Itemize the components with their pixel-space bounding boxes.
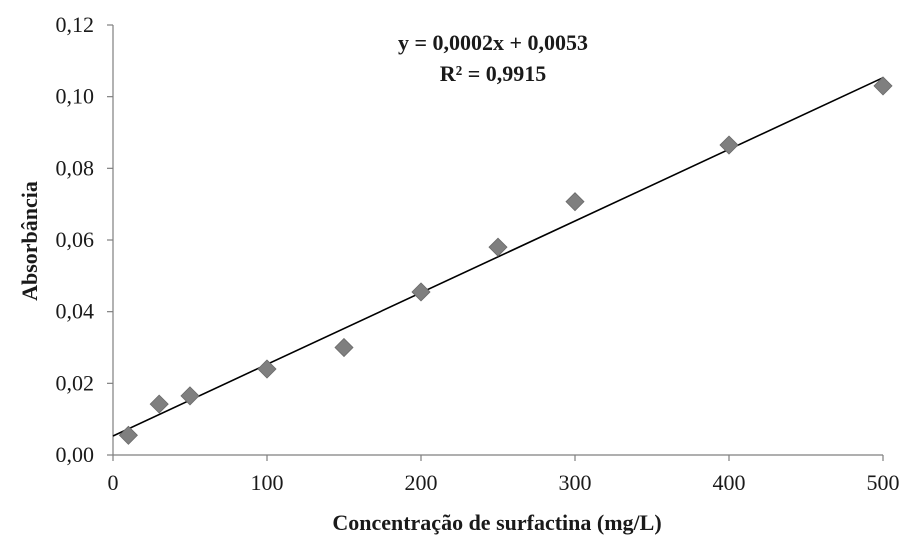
data-point — [334, 337, 354, 358]
plot-area: 0,00 0,02 0,04 0,06 0,08 0,10 0,12 0 100 200 300 40… — [56, 12, 900, 495]
data-point — [411, 282, 431, 302]
trendline — [112, 76, 884, 437]
data-point — [873, 76, 893, 96]
x-tick-label: 0 — [108, 470, 119, 495]
y-tick-label: 0,02 — [56, 370, 95, 395]
y-tick-label: 0,08 — [56, 155, 95, 180]
y-axis-title: Absorbância — [17, 181, 42, 301]
x-tick-label: 200 — [405, 470, 438, 495]
x-tick-label: 300 — [559, 470, 592, 495]
data-point — [565, 192, 585, 212]
trendline-r2-label: R² = 0,9915 — [440, 61, 547, 86]
data-point — [180, 386, 200, 406]
x-tick-label: 400 — [713, 470, 746, 495]
trendline-equation-label: y = 0,0002x + 0,0053 — [398, 30, 588, 55]
x-tick-label: 500 — [867, 470, 900, 495]
y-tick-label: 0,04 — [56, 299, 95, 324]
data-point — [719, 135, 739, 155]
x-axis-title: Concentração de surfactina (mg/L) — [332, 510, 661, 535]
data-point — [488, 237, 508, 257]
data-point — [118, 425, 138, 445]
y-tick-label: 0,00 — [56, 442, 95, 467]
data-point — [257, 359, 277, 379]
y-tick-label: 0,06 — [56, 227, 95, 252]
data-point — [149, 394, 169, 414]
y-tick-label: 0,10 — [56, 84, 95, 109]
x-tick-label: 100 — [251, 470, 284, 495]
y-tick-label: 0,12 — [56, 12, 95, 37]
